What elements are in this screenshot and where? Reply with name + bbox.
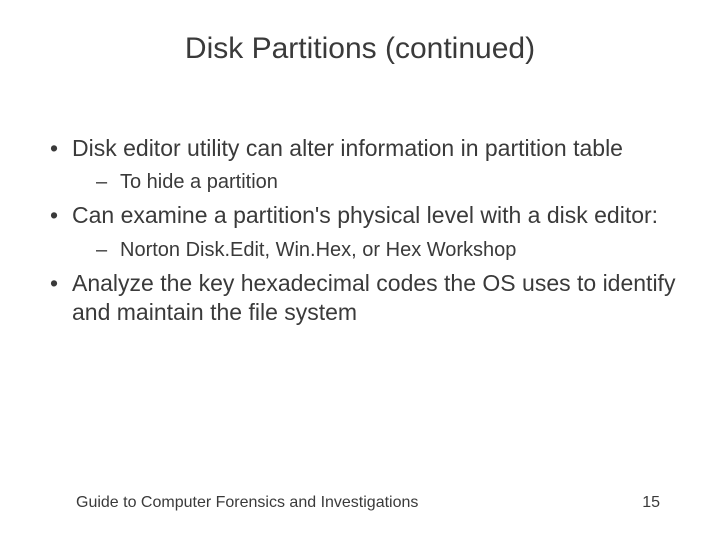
sub-list: Norton Disk.Edit, Win.Hex, or Hex Worksh…: [72, 237, 680, 263]
bullet-text: Analyze the key hexadecimal codes the OS…: [72, 270, 675, 325]
sub-text: To hide a partition: [120, 171, 278, 193]
sub-text: Norton Disk.Edit, Win.Hex, or Hex Worksh…: [120, 239, 516, 261]
bullet-item: Can examine a partition's physical level…: [40, 201, 680, 262]
bullet-text: Can examine a partition's physical level…: [72, 202, 658, 228]
sub-item: Norton Disk.Edit, Win.Hex, or Hex Worksh…: [90, 237, 680, 263]
bullet-list: Disk editor utility can alter informatio…: [40, 134, 680, 328]
bullet-item: Disk editor utility can alter informatio…: [40, 134, 680, 195]
bullet-text: Disk editor utility can alter informatio…: [72, 135, 623, 161]
slide-title: Disk Partitions (continued): [40, 32, 680, 66]
sub-list: To hide a partition: [72, 169, 680, 195]
bullet-item: Analyze the key hexadecimal codes the OS…: [40, 269, 680, 328]
sub-item: To hide a partition: [90, 169, 680, 195]
slide-footer: Guide to Computer Forensics and Investig…: [0, 494, 720, 512]
footer-left: Guide to Computer Forensics and Investig…: [76, 494, 418, 512]
footer-page-number: 15: [642, 494, 660, 512]
